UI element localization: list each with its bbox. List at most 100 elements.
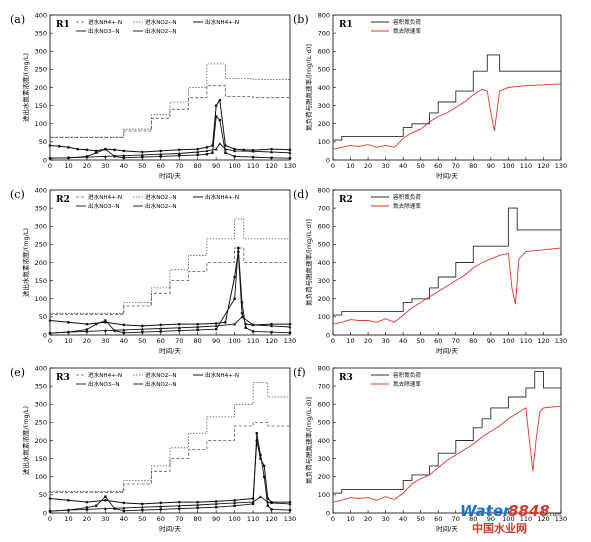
x-tick-label: 120 — [265, 337, 277, 345]
x-tick-label: 60 — [157, 337, 165, 345]
x-tick-label: 120 — [265, 515, 277, 523]
y-tick-label: 0 — [326, 156, 330, 164]
data-point — [178, 507, 181, 510]
x-tick-label: 70 — [452, 337, 460, 345]
series-line — [50, 218, 290, 314]
data-point — [244, 326, 247, 329]
legend-label: 出水NH4+-N — [205, 371, 239, 379]
x-tick-label: 120 — [265, 162, 277, 170]
data-point — [85, 155, 89, 158]
y-tick-label: 400 — [318, 84, 330, 92]
y-tick-label: 500 — [318, 419, 330, 427]
x-tick-label: 0 — [331, 162, 335, 170]
x-tick-label: 110 — [520, 162, 532, 170]
x-tick-label: 40 — [120, 337, 128, 345]
data-point — [159, 326, 163, 330]
reactor-id: R1 — [56, 20, 70, 30]
y-tick-label: 200 — [35, 259, 47, 267]
data-point — [196, 506, 199, 510]
x-tick-label: 120 — [537, 162, 549, 170]
x-tick-label: 110 — [520, 515, 532, 523]
plot-frame — [332, 189, 562, 336]
data-point — [141, 150, 144, 154]
data-point — [178, 329, 181, 332]
data-point — [177, 322, 181, 326]
data-point — [224, 151, 227, 154]
data-point — [196, 328, 199, 332]
legend-label: 氮去除速率 — [393, 27, 421, 35]
data-point — [85, 507, 89, 511]
data-point — [141, 155, 144, 159]
y-tick-label: 150 — [35, 455, 47, 463]
y-tick-label: 800 — [318, 11, 330, 19]
data-point — [270, 324, 274, 328]
data-point — [233, 322, 237, 326]
data-point — [122, 331, 126, 335]
x-tick-label: 40 — [120, 515, 128, 523]
data-point — [141, 502, 144, 506]
series-line — [50, 247, 290, 315]
x-tick-label: 30 — [381, 515, 389, 523]
x-tick-label: 80 — [194, 515, 202, 523]
y-tick-label: 50 — [39, 313, 47, 321]
x-tick-label: 10 — [346, 515, 354, 523]
y-tick-label: 0 — [326, 331, 330, 339]
data-point — [242, 148, 246, 152]
data-point — [159, 504, 163, 508]
y-axis-label: 氮负荷与脱氮速率/[mg/(L·d)] — [304, 397, 313, 484]
series-line — [49, 98, 291, 153]
data-point — [67, 156, 70, 160]
x-tick-label: 10 — [64, 162, 72, 170]
data-point — [85, 329, 89, 333]
series-line — [49, 247, 291, 334]
x-tick-label: 20 — [364, 337, 372, 345]
y-tick-label: 200 — [318, 295, 330, 303]
data-point — [159, 501, 163, 505]
data-point — [240, 311, 244, 315]
x-tick-label: 0 — [331, 337, 335, 345]
data-point — [177, 504, 181, 507]
legend-label: 出水NO3--N — [88, 27, 120, 35]
y-tick-label: 400 — [318, 437, 330, 445]
data-point — [94, 504, 98, 507]
x-tick-label: 110 — [247, 515, 259, 523]
chart-panel-2: 0 10 20 30 40 50 60 70 80 90 100 110 120 130 0 50 100 150… — [10, 186, 296, 355]
chart-panel-4: 0 10 20 30 40 50 60 70 80 90 100 110 120 130 0 50 100 150… — [10, 364, 296, 533]
data-point — [288, 151, 292, 154]
x-tick-label: 120 — [537, 515, 549, 523]
y-tick-label: 600 — [318, 223, 330, 231]
data-point — [196, 325, 200, 329]
x-tick-label: 60 — [434, 337, 442, 345]
data-point — [214, 147, 218, 151]
data-point — [214, 328, 218, 331]
x-tick-label: 0 — [48, 337, 52, 345]
legend-label: 容积氮负荷 — [393, 193, 421, 201]
y-tick-label: 50 — [39, 138, 47, 146]
watermark-cn: 中国水业网 — [472, 521, 527, 535]
data-point — [178, 154, 181, 157]
y-tick-label: 0 — [43, 331, 47, 339]
plot-frame — [332, 14, 562, 161]
data-point — [122, 501, 126, 505]
data-point — [104, 319, 107, 322]
data-point — [104, 499, 107, 502]
x-tick-label: 70 — [175, 337, 183, 345]
data-point — [288, 508, 292, 512]
data-point — [67, 330, 70, 334]
y-tick-label: 800 — [318, 364, 330, 372]
x-tick-label: 80 — [194, 162, 202, 170]
watermark-suffix: .com — [548, 512, 562, 518]
watermark-text-1: Water — [460, 502, 512, 520]
plot-frame — [332, 367, 562, 514]
x-axis-label: 时间/天 — [159, 346, 181, 355]
x-tick-label: 20 — [83, 337, 91, 345]
y-axis-label: 进出水氮素浓度/(mg/L) — [21, 53, 30, 122]
data-point — [224, 144, 227, 147]
data-point — [251, 149, 255, 153]
x-tick-label: 20 — [364, 515, 372, 523]
data-point — [159, 330, 162, 333]
x-axis-label: 时间/天 — [436, 171, 458, 180]
x-tick-label: 50 — [417, 162, 425, 170]
data-point — [214, 502, 218, 506]
data-point — [266, 504, 270, 507]
